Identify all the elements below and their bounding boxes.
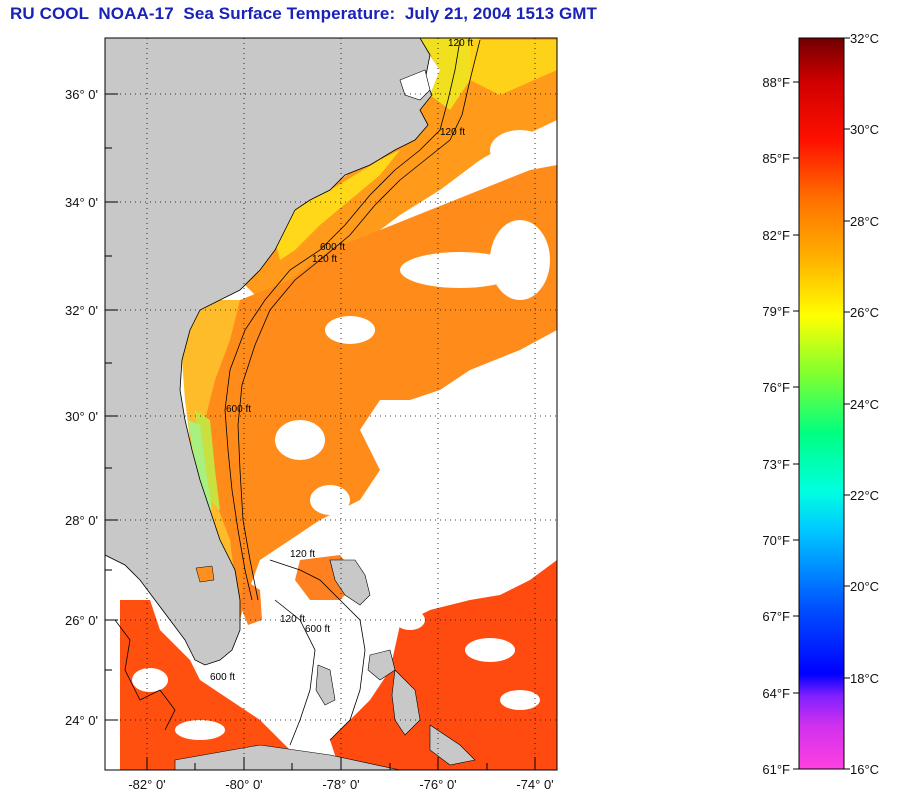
isobath-label: 600 ft (226, 404, 251, 415)
isobath-label: 600 ft (305, 624, 330, 635)
lat-labels: 36° 0' 34° 0' 32° 0' 30° 0' 28° 0' 26° 0… (65, 87, 98, 728)
lat-label: 32° 0' (65, 303, 98, 318)
isobath-label: 120 ft (290, 549, 315, 560)
colorbar: 32°C 30°C 28°C 26°C 24°C 22°C 20°C 18°C … (762, 31, 879, 777)
fahrenheit-label: 70°F (762, 533, 790, 548)
lon-label: -82° 0' (128, 777, 165, 792)
celsius-label: 28°C (850, 214, 879, 229)
fahrenheit-label: 64°F (762, 686, 790, 701)
lat-label: 26° 0' (65, 613, 98, 628)
isobath-label: 120 ft (312, 254, 337, 265)
celsius-label: 16°C (850, 762, 879, 777)
lat-label: 34° 0' (65, 195, 98, 210)
fahrenheit-label: 79°F (762, 304, 790, 319)
lat-tick-marks (105, 93, 118, 721)
celsius-labels: 32°C 30°C 28°C 26°C 24°C 22°C 20°C 18°C … (850, 31, 879, 777)
isobath-label: 120 ft (280, 614, 305, 625)
lon-label: -74° 0' (516, 777, 553, 792)
celsius-label: 24°C (850, 397, 879, 412)
fahrenheit-label: 67°F (762, 609, 790, 624)
lon-labels: -82° 0' -80° 0' -78° 0' -76° 0' -74° 0' (128, 777, 553, 792)
lon-label: -80° 0' (225, 777, 262, 792)
fahrenheit-labels: 88°F 85°F 82°F 79°F 76°F 73°F 70°F 67°F … (762, 75, 790, 777)
lat-label: 24° 0' (65, 713, 98, 728)
celsius-label: 30°C (850, 122, 879, 137)
fahrenheit-label: 61°F (762, 762, 790, 777)
celsius-label: 22°C (850, 488, 879, 503)
fahrenheit-label: 88°F (762, 75, 790, 90)
land-mass (105, 38, 476, 770)
map-title: RU COOL NOAA-17 Sea Surface Temperature:… (10, 4, 598, 23)
isobath-label: 120 ft (440, 127, 465, 138)
isobath-label: 600 ft (320, 242, 345, 253)
fahrenheit-label: 73°F (762, 457, 790, 472)
lon-tick-marks (146, 757, 536, 770)
celsius-label: 26°C (850, 305, 879, 320)
celsius-label: 32°C (850, 31, 879, 46)
fahrenheit-label: 82°F (762, 228, 790, 243)
celsius-label: 20°C (850, 579, 879, 594)
fahrenheit-ticks (793, 81, 799, 770)
lat-label: 30° 0' (65, 409, 98, 424)
fahrenheit-label: 85°F (762, 151, 790, 166)
celsius-ticks (844, 37, 850, 770)
map-panel: 120 ft 120 ft 120 ft 600 ft 600 ft 120 f… (105, 38, 557, 770)
graticule (105, 38, 557, 770)
lon-label: -76° 0' (419, 777, 456, 792)
lon-label: -78° 0' (322, 777, 359, 792)
map-frame (104, 37, 558, 771)
isobath-label: 600 ft (210, 672, 235, 683)
isobath-label: 120 ft (448, 38, 473, 49)
colorbar-ramp (798, 37, 845, 770)
fahrenheit-label: 76°F (762, 380, 790, 395)
celsius-label: 18°C (850, 671, 879, 686)
sst-field (120, 38, 557, 770)
isobath-labels: 120 ft 120 ft 120 ft 600 ft 600 ft 120 f… (210, 38, 473, 683)
lat-label: 36° 0' (65, 87, 98, 102)
lat-label: 28° 0' (65, 513, 98, 528)
